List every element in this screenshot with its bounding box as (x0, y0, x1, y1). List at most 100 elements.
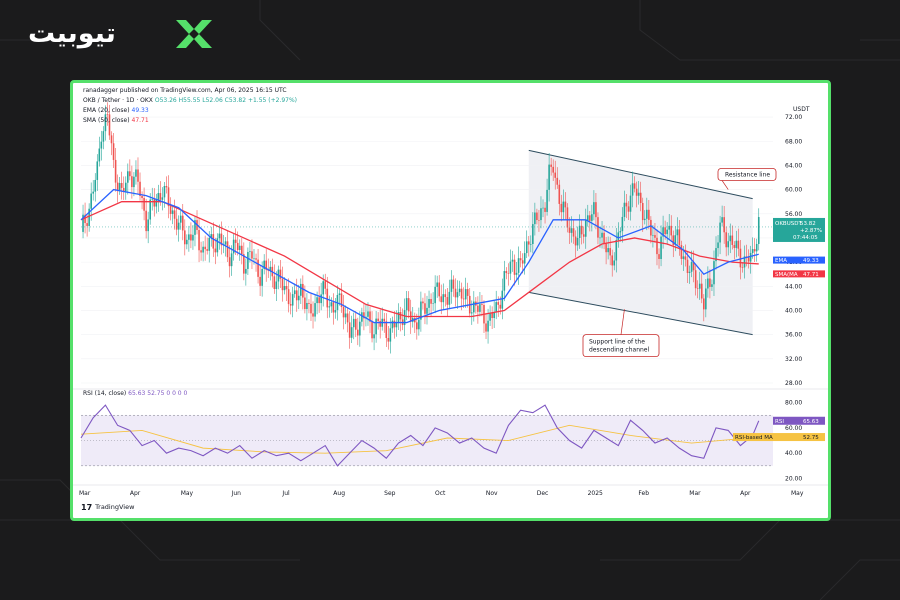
candle-body (666, 229, 668, 235)
candle-body (737, 240, 740, 249)
brand-logo[interactable]: تیوبیت (28, 14, 218, 54)
candle-body (124, 182, 127, 192)
candle-body (564, 201, 567, 208)
price-tick-4: 56.00 (785, 211, 802, 218)
candle-body (432, 303, 434, 304)
candle-body (487, 320, 489, 332)
candle-body (179, 215, 182, 223)
candle-body (639, 192, 642, 203)
candle-body (648, 209, 650, 220)
logo-text: تیوبیت (28, 18, 116, 49)
candle-body (662, 227, 664, 237)
rsi-legend-label: RSI (14, close) (83, 390, 127, 397)
candle-body (733, 244, 736, 248)
candle-body (361, 312, 363, 322)
candle-body (550, 164, 552, 167)
candle-body (753, 249, 756, 252)
time-tick-8: Nov (486, 490, 498, 497)
candle-body (177, 222, 180, 230)
time-tick-14: May (791, 490, 804, 497)
candle-body (694, 270, 697, 289)
candle-body (755, 243, 758, 252)
candle-body (346, 313, 349, 323)
candle-body (354, 318, 357, 330)
candle-body (566, 207, 569, 228)
candle-body (200, 250, 202, 253)
candle-body (546, 189, 548, 212)
sma-tag-label: SMA(MA (775, 272, 798, 278)
candle-body (613, 260, 616, 266)
candle-body (238, 245, 241, 250)
candle-body (446, 297, 449, 305)
candle-body (175, 218, 178, 230)
candle-body (127, 171, 129, 183)
candle-body (584, 220, 587, 237)
candle-body (171, 210, 174, 214)
candle-body (194, 220, 196, 235)
candle-body (338, 293, 341, 295)
candle-body (751, 249, 754, 254)
rsi-legend[interactable]: RSI (14, close) 65.63 52.75 0 0 0 0 (83, 390, 187, 397)
candle-body (359, 321, 361, 336)
candle-body (656, 237, 658, 255)
candle-body (247, 252, 249, 269)
candle-body (108, 114, 111, 136)
candle-body (438, 282, 441, 297)
candle-body (226, 241, 229, 258)
candle-body (530, 244, 532, 245)
candle-body (456, 292, 459, 298)
candle-body (548, 164, 550, 190)
last-price-tag-countdown: 07:44:05 (793, 235, 818, 241)
candle-body (698, 283, 701, 289)
candle-body (650, 219, 652, 236)
candle-body (507, 273, 510, 274)
tradingview-logo[interactable]: 17 TradingView (81, 502, 134, 512)
candle-body (295, 290, 298, 301)
candle-body (285, 286, 288, 290)
candle-body (302, 283, 304, 298)
candle-body (137, 169, 139, 182)
candle-body (82, 214, 84, 232)
candle-body (479, 304, 481, 312)
candle-body (133, 176, 135, 188)
candle-body (147, 219, 149, 232)
rsi-tag (773, 416, 825, 425)
candle-body (369, 311, 371, 322)
candle-body (216, 238, 219, 253)
price-chart[interactable]: Resistance line Support line of thedescen… (73, 83, 828, 518)
candle-body (491, 312, 493, 319)
candle-body (163, 186, 166, 198)
candle-body (741, 267, 744, 268)
price-tick-2: 64.00 (785, 162, 802, 169)
candle-body (688, 271, 691, 273)
candle-body (265, 260, 268, 270)
candle-body (214, 248, 217, 253)
rsi-ma-tag-label: RSI-based MA (735, 435, 773, 441)
candle-body (371, 321, 373, 339)
sma-legend[interactable]: SMA (50, close) 47.71 (83, 117, 149, 124)
candle-body (757, 217, 760, 244)
candle-body (259, 276, 261, 286)
support-callout-text-1: Support line of the (589, 339, 645, 346)
candle-body (188, 234, 190, 240)
ema-legend[interactable]: EMA (20, close) 49.33 (83, 107, 149, 114)
candle-body (102, 131, 105, 142)
candle-body (312, 313, 314, 317)
candle-body (641, 202, 644, 221)
candle-body (328, 306, 331, 308)
time-tick-3: Jun (231, 490, 242, 497)
price-tick-11: 28.00 (785, 380, 802, 387)
candle-body (743, 256, 746, 268)
candle-body (519, 258, 522, 261)
candle-body (324, 281, 327, 289)
candle-body (617, 232, 620, 240)
candle-body (481, 304, 483, 305)
candle-body (151, 199, 154, 200)
candle-body (544, 207, 546, 212)
chart-frame: Resistance line Support line of the descen… (70, 80, 831, 521)
channel-area (528, 150, 753, 335)
candle-body (700, 283, 703, 299)
candle-body (534, 212, 536, 225)
candle-body (725, 232, 727, 248)
candle-body (672, 235, 675, 245)
